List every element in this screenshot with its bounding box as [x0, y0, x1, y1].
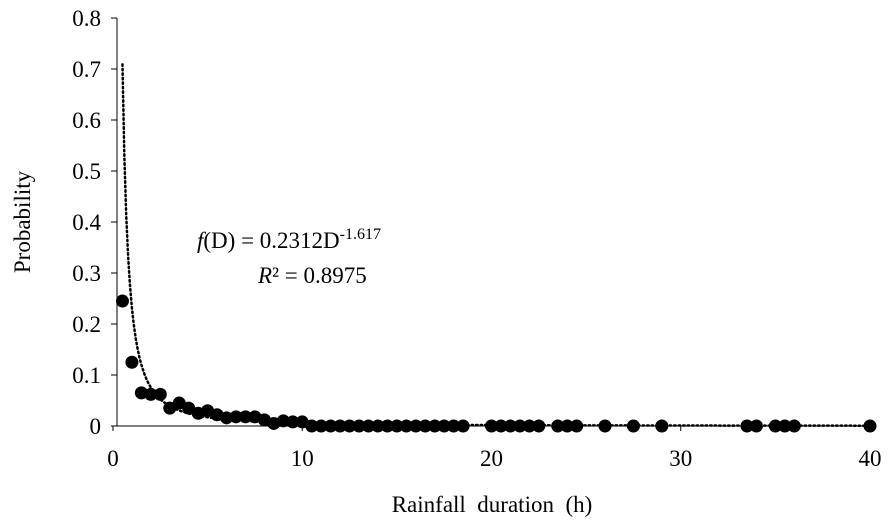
point: [418, 419, 432, 433]
point: [787, 419, 801, 433]
point: [598, 419, 612, 433]
point: [314, 419, 328, 433]
r-value: 0.8975: [303, 263, 366, 288]
point: [532, 419, 546, 433]
equation-coefficient: 0.2312: [260, 228, 323, 253]
y-axis-label: Probability: [10, 170, 35, 273]
point: [560, 419, 574, 433]
x-tick-label: 20: [480, 446, 503, 471]
point: [456, 419, 470, 433]
equation-exponent: -1.617: [340, 226, 381, 243]
y-tick-label: 0.3: [72, 261, 101, 286]
point: [144, 387, 158, 401]
point: [380, 419, 394, 433]
x-tick-label: 30: [669, 446, 692, 471]
x-tick-label: 40: [859, 446, 882, 471]
point: [229, 410, 243, 424]
y-tick-label: 0.8: [72, 6, 101, 31]
r-symbol: R: [257, 263, 272, 288]
r-squared: R² = 0.8975: [257, 263, 367, 288]
point: [361, 419, 375, 433]
point: [485, 419, 498, 433]
y-tick-label: 0.6: [72, 108, 101, 133]
equation: f(D) = 0.2312D-1.617: [197, 226, 381, 253]
point: [778, 419, 792, 433]
y-tick-label: 0.1: [72, 363, 101, 388]
point: [399, 419, 413, 433]
point: [570, 419, 584, 433]
point: [626, 419, 640, 433]
y-tick-label: 0: [90, 414, 102, 439]
point: [305, 419, 319, 433]
point: [655, 419, 669, 433]
y-tick-label: 0.4: [72, 210, 101, 235]
point: [447, 419, 461, 433]
point: [125, 355, 139, 369]
point: [740, 419, 754, 433]
point: [220, 411, 234, 425]
point: [153, 387, 167, 401]
equation-argument: (D) =: [203, 228, 259, 253]
point: [513, 419, 527, 433]
point: [428, 419, 442, 433]
point: [409, 419, 423, 433]
x-tick-label: 10: [291, 446, 314, 471]
equation-function: f: [197, 228, 207, 253]
y-tick-label: 0.5: [72, 159, 101, 184]
point: [371, 419, 385, 433]
point: [324, 419, 338, 433]
point: [863, 419, 877, 433]
r-equals: =: [279, 263, 303, 288]
point: [503, 419, 517, 433]
equation-variable: D: [323, 228, 340, 253]
point: [238, 410, 252, 424]
x-axis-label: Rainfall duration (h): [392, 492, 593, 517]
point: [551, 419, 565, 433]
point: [276, 414, 290, 428]
point: [333, 419, 347, 433]
point: [343, 419, 357, 433]
point: [286, 415, 300, 429]
point: [352, 419, 366, 433]
r-superscript: ²: [272, 263, 279, 288]
point: [494, 419, 508, 433]
point: [522, 419, 536, 433]
point: [115, 294, 129, 308]
point: [749, 419, 763, 433]
y-tick-label: 0.2: [72, 312, 101, 337]
point: [390, 419, 404, 433]
x-tick-label: 0: [107, 446, 119, 471]
point: [437, 419, 451, 433]
y-tick-label: 0.7: [72, 57, 101, 82]
point: [768, 419, 782, 433]
